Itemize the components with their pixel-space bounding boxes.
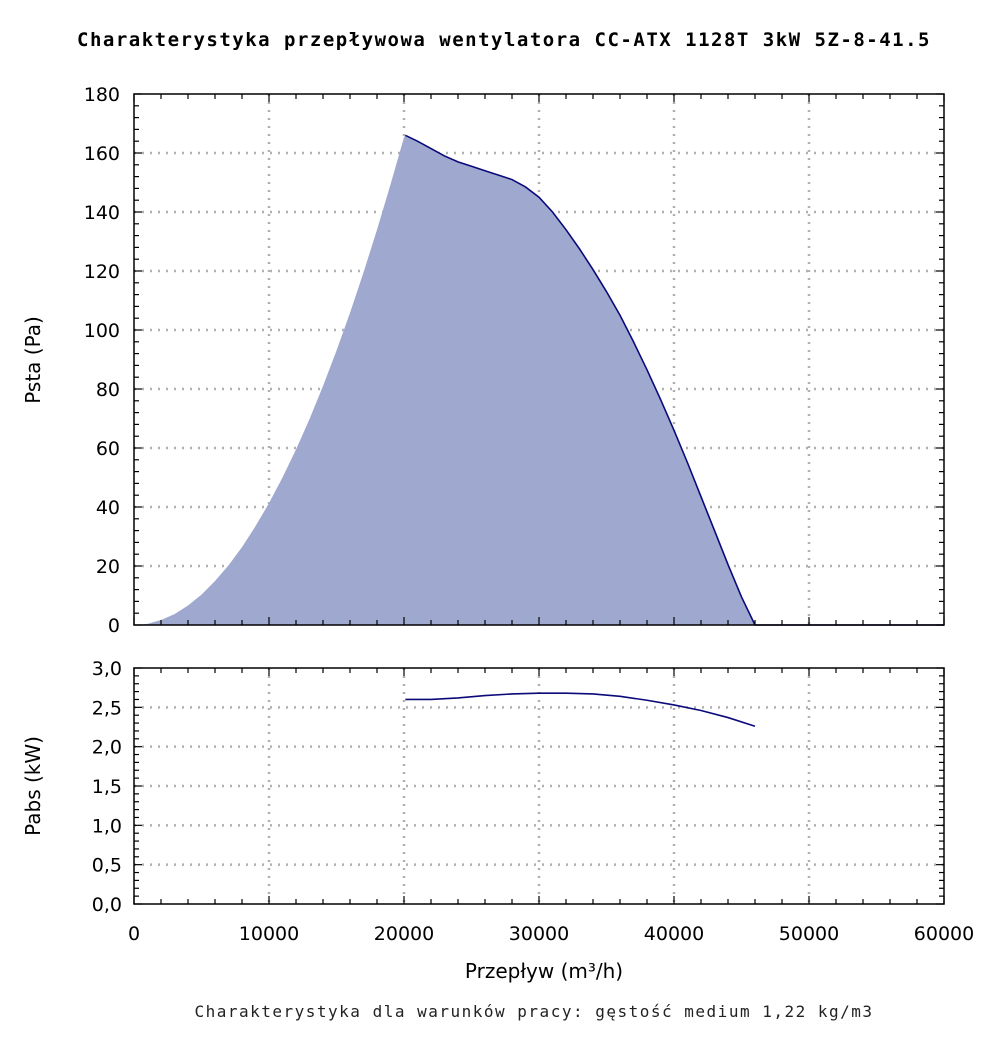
pressure-curve-line xyxy=(405,134,756,626)
pressure-y-tick-label: 140 xyxy=(84,202,120,224)
power-y-tick-label: 2,0 xyxy=(92,737,122,759)
chart-title: Charakterystyka przepływowa wentylatora … xyxy=(77,29,931,51)
pressure-plot-frame xyxy=(133,93,945,626)
x-tick-label: 10000 xyxy=(239,923,299,945)
pressure-y-axis-label: Psta (Pa) xyxy=(21,316,45,404)
power-y-tick-label: 1,5 xyxy=(92,776,122,798)
x-tick-label: 0 xyxy=(128,923,140,945)
pressure-y-tick-label: 20 xyxy=(96,556,120,578)
power-y-axis-label: Pabs (kW) xyxy=(21,736,45,836)
pressure-y-tick-label: 180 xyxy=(84,84,120,106)
x-tick-label: 50000 xyxy=(779,923,839,945)
pressure-y-tick-label: 80 xyxy=(96,379,120,401)
power-line-series xyxy=(405,692,756,727)
x-tick-label: 60000 xyxy=(914,923,974,945)
pressure-panel: 0 20 40 60 80 100 120 140 160 180 Psta (Pa) xyxy=(21,84,945,637)
pressure-area-series xyxy=(134,134,944,626)
pressure-operating-area xyxy=(134,135,755,626)
x-axis-label: Przepływ (m³/h) xyxy=(465,959,623,983)
power-y-tick-label: 2,5 xyxy=(92,697,122,719)
x-tick-label: 40000 xyxy=(644,923,704,945)
power-tick-labels: 0,0 0,5 1,0 1,5 2,0 2,5 3,0 0 10000 20000 30000 400… xyxy=(92,658,974,945)
power-grid xyxy=(134,668,944,904)
pressure-tick-labels: 0 20 40 60 80 100 120 140 160 180 xyxy=(84,84,120,637)
power-y-tick-label: 3,0 xyxy=(92,658,122,680)
x-tick-label: 30000 xyxy=(509,923,569,945)
power-curve-line xyxy=(405,692,756,727)
pressure-minor-ticks xyxy=(133,93,945,626)
pressure-y-tick-label: 160 xyxy=(84,143,120,165)
pressure-y-tick-label: 40 xyxy=(96,497,120,519)
power-y-tick-label: 1,0 xyxy=(92,815,122,837)
pressure-y-tick-label: 120 xyxy=(84,261,120,283)
operating-conditions-note: Charakterystyka dla warunków pracy: gęst… xyxy=(194,1002,873,1021)
power-panel: 0,0 0,5 1,0 1,5 2,0 2,5 3,0 0 10000 20000 30000 400… xyxy=(21,658,974,945)
power-plot-frame xyxy=(133,667,945,905)
pressure-y-tick-label: 0 xyxy=(108,615,120,637)
power-y-tick-label: 0,5 xyxy=(92,855,122,877)
pressure-y-tick-label: 100 xyxy=(84,320,120,342)
x-tick-label: 20000 xyxy=(374,923,434,945)
power-y-tick-label: 0,0 xyxy=(92,894,122,916)
pressure-y-tick-label: 60 xyxy=(96,438,120,460)
